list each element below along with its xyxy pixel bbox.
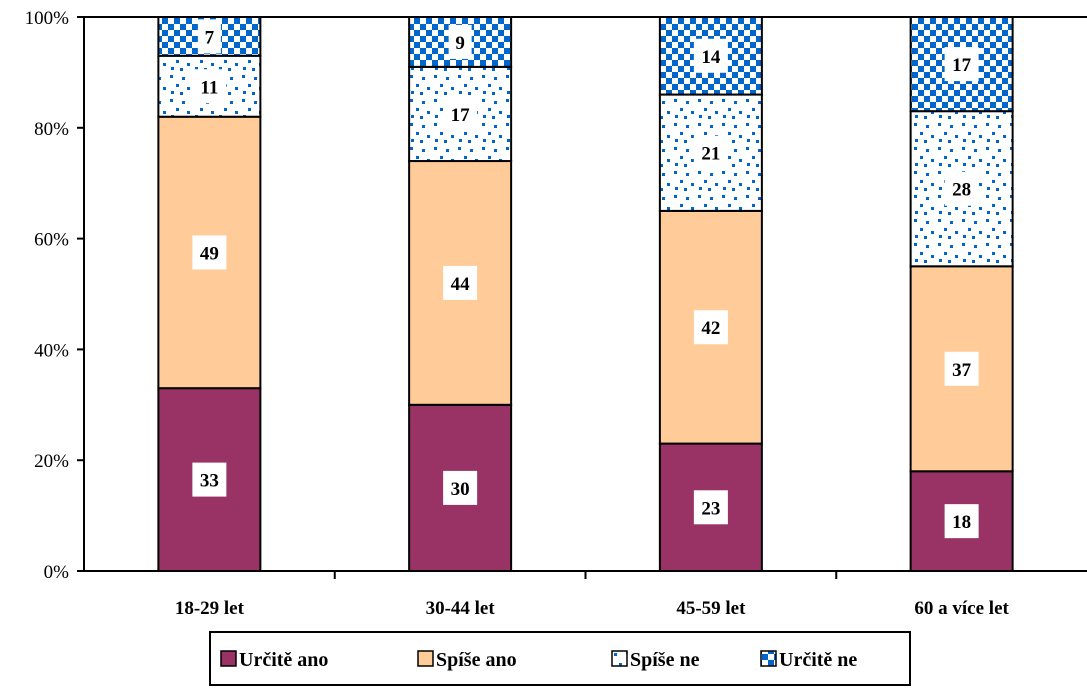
data-label: 9 — [455, 33, 465, 54]
data-label: 18 — [952, 512, 971, 533]
data-label: 11 — [200, 77, 218, 98]
x-tick-label: 18-29 let — [175, 598, 245, 619]
data-label: 33 — [200, 471, 219, 492]
legend-label: Určitě ano — [239, 649, 328, 671]
data-label-bg — [693, 310, 728, 345]
legend-swatch — [417, 650, 434, 667]
data-label-bg — [443, 96, 478, 131]
data-label-bg — [192, 69, 227, 104]
legend: Určitě ano Spíše ano Spíše ne Určitě ne — [209, 631, 911, 686]
data-label-bg — [944, 351, 979, 386]
data-label-bg — [448, 24, 472, 59]
data-label-bg — [197, 19, 221, 54]
bars-layer — [157, 16, 1014, 572]
data-label: 17 — [952, 55, 972, 76]
legend-label: Spíše ne — [630, 649, 700, 671]
bar-segment-4-3 — [909, 110, 1014, 268]
legend-swatch — [611, 650, 628, 667]
data-label-bg — [944, 504, 979, 539]
legend-label: Určitě ne — [779, 649, 857, 671]
data-label-bg — [693, 135, 728, 170]
x-tick-label: 60 a více let — [914, 598, 1009, 619]
legend-swatch — [220, 650, 237, 667]
y-tick-label: 60% — [34, 230, 69, 251]
y-tick-label: 100% — [25, 8, 70, 29]
legend-box — [209, 631, 911, 686]
data-label-bg — [944, 47, 979, 82]
data-label-bg — [693, 490, 728, 525]
y-tick-label: 20% — [34, 451, 69, 472]
data-label-bg — [192, 462, 227, 497]
data-labels-layer: 33 49 11 7 30 44 17 9 23 42 21 14 18 37 28 17 — [192, 19, 979, 539]
data-label: 42 — [701, 318, 720, 339]
data-label: 14 — [701, 47, 721, 68]
data-label-bg — [443, 265, 478, 300]
data-label: 7 — [205, 27, 215, 48]
data-label: 44 — [451, 274, 471, 295]
y-tick-label: 0% — [44, 562, 70, 583]
data-label-bg — [944, 171, 979, 206]
axes-layer: 18-29 let 30-44 let 45-59 let 60 a více let… — [25, 8, 1087, 619]
data-label: 17 — [451, 105, 471, 126]
data-label: 30 — [451, 479, 470, 500]
legend-swatch — [760, 650, 777, 667]
data-label: 49 — [200, 243, 219, 264]
data-label-bg — [192, 235, 227, 270]
legend-label: Spíše ano — [436, 649, 517, 671]
data-label-bg — [443, 470, 478, 505]
data-label: 37 — [952, 360, 972, 381]
data-label: 23 — [701, 498, 720, 519]
x-tick-label: 45-59 let — [676, 598, 746, 619]
data-label-bg — [693, 38, 728, 73]
data-label: 21 — [701, 144, 720, 165]
x-tick-label: 30-44 let — [426, 598, 496, 619]
y-tick-label: 40% — [34, 340, 69, 361]
data-label: 28 — [952, 180, 971, 201]
y-tick-label: 80% — [34, 119, 69, 140]
